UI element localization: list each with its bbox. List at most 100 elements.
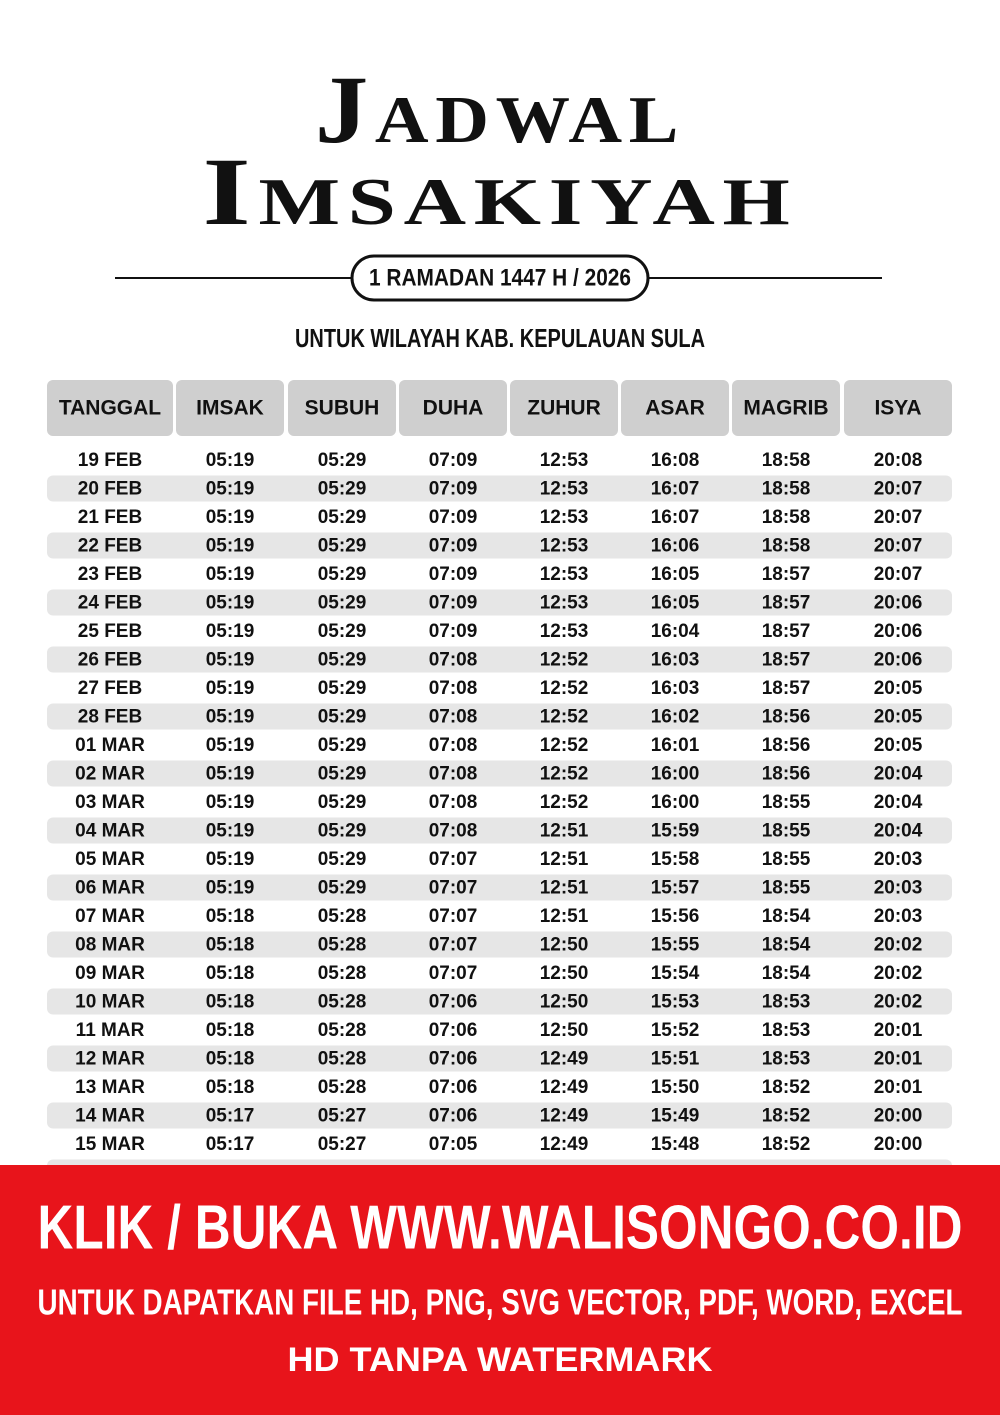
header-cell: [176, 380, 284, 436]
time-cell: 05:19: [206, 707, 255, 728]
time-cell: 16:06: [651, 536, 700, 557]
time-cell: 18:52: [762, 1134, 811, 1155]
time-cell: 20:08: [874, 450, 923, 471]
time-cell: 12:49: [540, 1077, 589, 1098]
time-cell: 20:06: [874, 593, 923, 614]
row-stripe: [47, 532, 952, 559]
time-cell: 20:03: [874, 906, 923, 927]
time-cell: 05:19: [206, 536, 255, 557]
time-cell: 16:03: [651, 678, 700, 699]
time-cell: 05:18: [206, 935, 255, 956]
time-cell: 05:19: [206, 621, 255, 642]
time-cell: 18:56: [762, 764, 811, 785]
header-cell: [399, 380, 507, 436]
row-stripe: [47, 703, 952, 730]
time-cell: 05:17: [206, 1106, 255, 1127]
time-cell: 18:57: [762, 593, 811, 614]
time-cell: 05:29: [318, 593, 367, 614]
time-cell: 15:50: [651, 1077, 700, 1098]
time-cell: 07:09: [429, 507, 478, 528]
time-cell: 18:57: [762, 678, 811, 699]
time-cell: 07:08: [429, 764, 478, 785]
time-cell: 12:52: [540, 678, 589, 699]
date-cell: 14 MAR: [75, 1106, 145, 1127]
time-cell: 07:09: [429, 536, 478, 557]
time-cell: 20:01: [874, 1077, 923, 1098]
time-cell: 15:57: [651, 878, 700, 899]
time-cell: 15:59: [651, 821, 700, 842]
time-cell: 07:09: [429, 621, 478, 642]
time-cell: 12:49: [540, 1106, 589, 1127]
date-cell: 15 MAR: [75, 1134, 145, 1155]
title-line1: Jadwal: [315, 56, 685, 163]
time-cell: 20:05: [874, 735, 923, 756]
header-label: ZUHUR: [527, 397, 601, 420]
time-cell: 05:17: [206, 1134, 255, 1155]
time-cell: 16:02: [651, 707, 700, 728]
time-cell: 05:18: [206, 1020, 255, 1041]
time-cell: 07:09: [429, 564, 478, 585]
time-cell: 05:29: [318, 621, 367, 642]
time-cell: 12:49: [540, 1134, 589, 1155]
date-cell: 06 MAR: [75, 878, 145, 899]
time-cell: 15:56: [651, 906, 700, 927]
header-cell: [47, 380, 173, 436]
time-cell: 15:51: [651, 1049, 700, 1070]
header-label: ASAR: [645, 397, 705, 420]
time-cell: 20:03: [874, 878, 923, 899]
banner-line1: KLIK / BUKA WWW.WALISONGO.CO.ID: [38, 1193, 963, 1262]
header-cell: [621, 380, 729, 436]
time-cell: 15:58: [651, 849, 700, 870]
time-cell: 07:09: [429, 593, 478, 614]
time-cell: 07:08: [429, 735, 478, 756]
time-cell: 20:07: [874, 479, 923, 500]
time-cell: 18:58: [762, 479, 811, 500]
banner-line3: HD TANPA WATERMARK: [288, 1341, 713, 1379]
time-cell: 07:09: [429, 450, 478, 471]
time-cell: 12:51: [540, 878, 589, 899]
badge: 1 RAMADAN 1447 H / 2026: [369, 264, 631, 291]
time-cell: 12:52: [540, 707, 589, 728]
time-cell: 07:09: [429, 479, 478, 500]
time-cell: 18:56: [762, 707, 811, 728]
time-cell: 16:04: [651, 621, 700, 642]
time-cell: 05:29: [318, 650, 367, 671]
time-cell: 16:01: [651, 735, 700, 756]
date-cell: 07 MAR: [75, 906, 145, 927]
time-cell: 05:29: [318, 764, 367, 785]
time-cell: 18:52: [762, 1106, 811, 1127]
time-cell: 05:29: [318, 735, 367, 756]
header-cell: [732, 380, 840, 436]
time-cell: 05:19: [206, 735, 255, 756]
banner: [0, 1165, 1000, 1415]
date-cell: 05 MAR: [75, 849, 145, 870]
time-cell: 20:07: [874, 564, 923, 585]
time-cell: 05:28: [318, 1049, 367, 1070]
time-cell: 05:19: [206, 678, 255, 699]
date-cell: 28 FEB: [78, 707, 142, 728]
time-cell: 20:06: [874, 621, 923, 642]
time-cell: 05:28: [318, 963, 367, 984]
time-cell: 18:53: [762, 1049, 811, 1070]
time-cell: 20:05: [874, 678, 923, 699]
time-cell: 18:55: [762, 792, 811, 813]
badge-pill: [350, 254, 650, 302]
time-cell: 05:29: [318, 678, 367, 699]
row-stripe: [47, 475, 952, 502]
time-cell: 18:52: [762, 1077, 811, 1098]
time-cell: 18:56: [762, 735, 811, 756]
time-cell: 15:48: [651, 1134, 700, 1155]
time-cell: 07:06: [429, 992, 478, 1013]
time-cell: 12:53: [540, 621, 589, 642]
header-label: DUHA: [423, 397, 484, 420]
time-cell: 07:08: [429, 650, 478, 671]
time-cell: 18:54: [762, 963, 811, 984]
time-cell: 05:29: [318, 536, 367, 557]
date-cell: 24 FEB: [78, 593, 142, 614]
row-stripe: [47, 1102, 952, 1129]
table: TANGGAL IMSAK SUBUH DUHA ZUHUR ASAR MAGRIB ISYA…: [47, 380, 952, 1186]
time-cell: 18:54: [762, 935, 811, 956]
row-stripe: [47, 1045, 952, 1072]
header-cell: [844, 380, 952, 436]
time-cell: 07:08: [429, 792, 478, 813]
